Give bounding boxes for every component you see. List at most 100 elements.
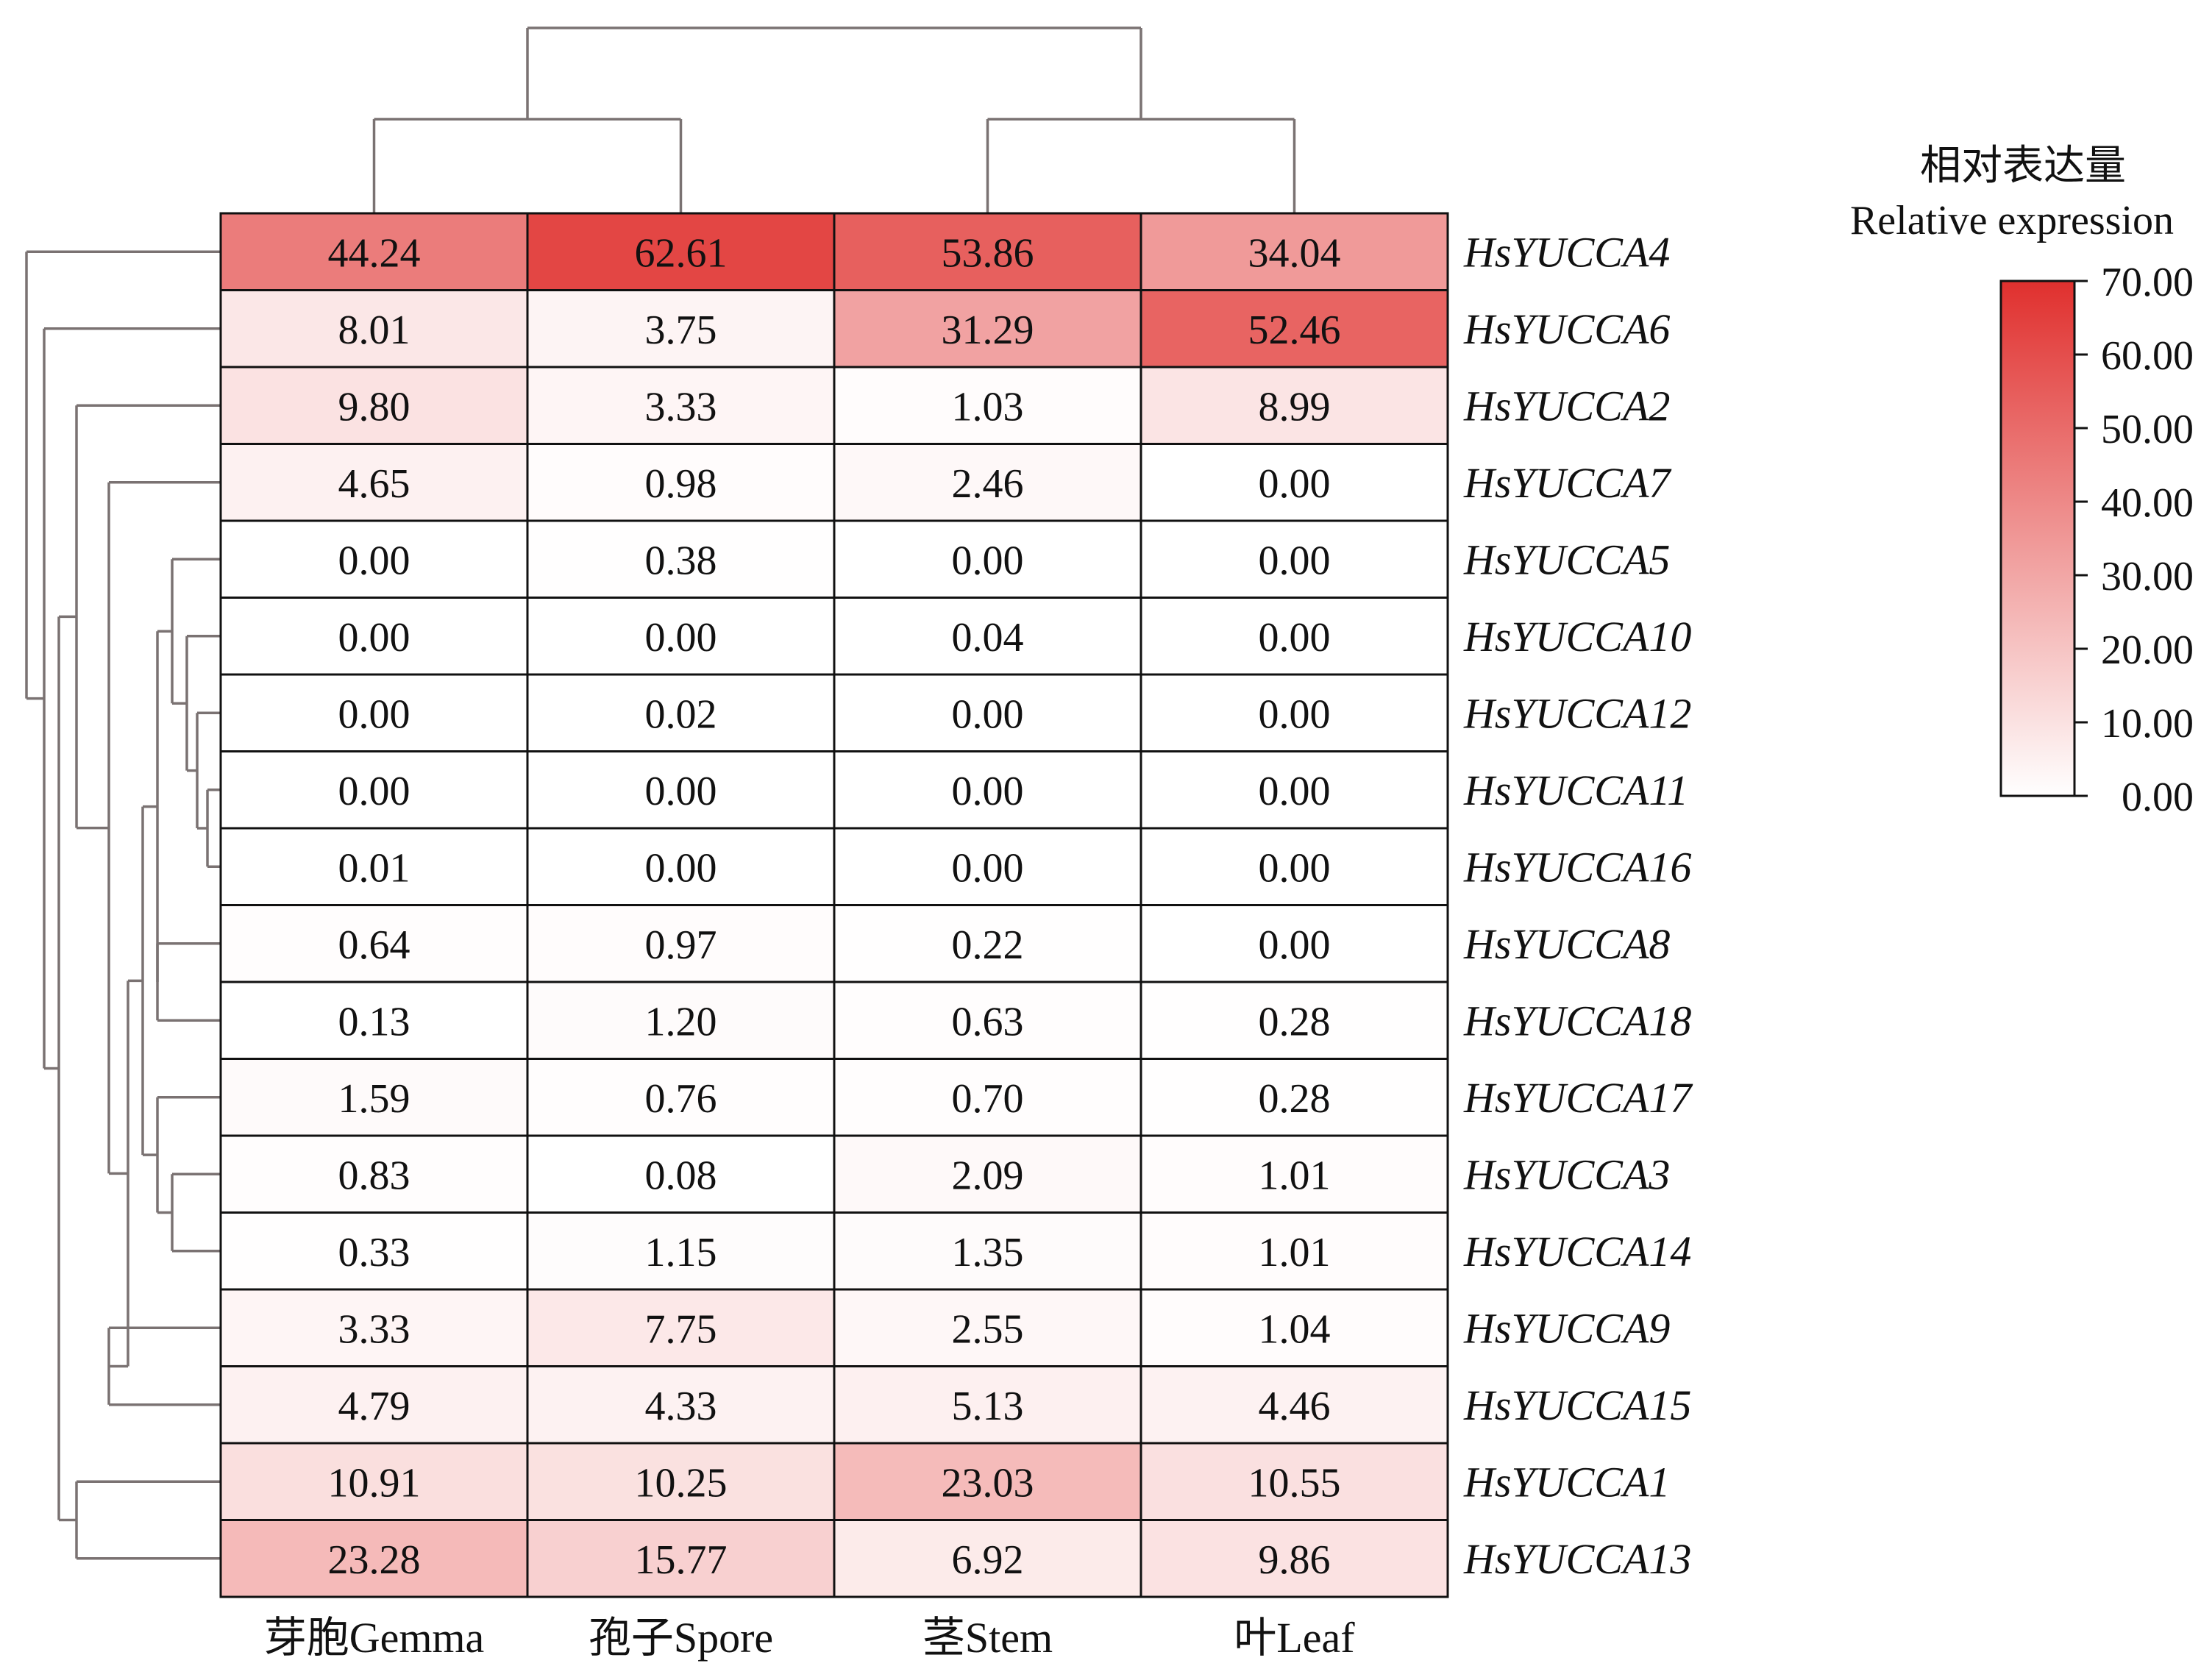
cell-value-label: 0.00 <box>338 691 410 737</box>
heatmap-cell <box>219 827 529 906</box>
cell-value-label: 0.33 <box>338 1230 410 1275</box>
legend-tick-label: 20.00 <box>2101 627 2194 673</box>
heatmap-cell <box>526 597 836 676</box>
row-label: HsYUCCA18 <box>1463 997 1691 1044</box>
row-label: HsYUCCA12 <box>1463 689 1691 737</box>
heatmap-cell <box>219 1211 529 1291</box>
cell-value-label: 0.00 <box>338 538 410 583</box>
cell-value-label: 1.35 <box>952 1230 1024 1275</box>
cell-value-label: 23.03 <box>942 1460 1034 1506</box>
row-label: HsYUCCA16 <box>1463 843 1691 891</box>
heatmap-cell <box>219 212 529 291</box>
heatmap-cell <box>1139 519 1449 599</box>
row-label: HsYUCCA2 <box>1463 382 1670 430</box>
cell-value-label: 0.00 <box>1259 538 1331 583</box>
cell-value-label: 0.63 <box>952 999 1024 1044</box>
cell-value-label: 0.04 <box>952 615 1024 661</box>
cell-value-label: 1.04 <box>1259 1306 1331 1352</box>
legend-tick-label: 0.00 <box>2122 775 2194 820</box>
legend-tick-label: 50.00 <box>2101 407 2194 452</box>
color-legend: 70.00 60.00 50.00 40.00 30.00 20.00 10.00 0.00 <box>1999 260 2194 820</box>
cell-value-label: 10.25 <box>635 1460 728 1506</box>
legend-tick-label: 70.00 <box>2101 260 2194 305</box>
cell-value-label: 62.61 <box>635 230 728 276</box>
row-label: HsYUCCA3 <box>1463 1150 1670 1198</box>
legend-color-bar <box>1999 280 2076 797</box>
cell-value-label: 0.00 <box>1259 845 1331 891</box>
cell-value-label: 6.92 <box>952 1537 1024 1583</box>
heatmap-cell <box>219 597 529 676</box>
heatmap-cell <box>526 1442 836 1521</box>
cell-value-label: 0.97 <box>645 922 717 968</box>
cell-value-label: 2.09 <box>952 1153 1024 1198</box>
heatmap-cell <box>219 1134 529 1214</box>
heatmap-cell <box>833 673 1142 752</box>
heatmap-cell <box>1139 1365 1449 1445</box>
heatmap-cell <box>833 212 1142 291</box>
row-label: HsYUCCA11 <box>1463 766 1688 814</box>
cell-value-label: 8.01 <box>338 307 410 353</box>
heatmap-cell <box>1139 1442 1449 1521</box>
cell-value-label: 1.03 <box>952 384 1024 430</box>
column-label: 孢子Spore <box>589 1614 773 1662</box>
row-label: HsYUCCA7 <box>1463 459 1671 507</box>
heatmap-cell <box>833 366 1142 445</box>
heatmap-cells: 44.24 62.61 53.86 34.04 8.01 3.75 31.29 52.46 9.… <box>219 212 1449 1598</box>
cell-value-label: 3.33 <box>645 384 717 430</box>
cell-value-label: 0.01 <box>338 845 410 891</box>
legend-tick-label: 30.00 <box>2101 554 2194 599</box>
row-label: HsYUCCA17 <box>1463 1074 1693 1122</box>
cell-value-label: 0.02 <box>645 691 717 737</box>
heatmap-cell <box>1139 1134 1449 1214</box>
cell-value-label: 44.24 <box>328 230 421 276</box>
heatmap-cell <box>526 1519 836 1598</box>
legend-tick-label: 60.00 <box>2101 333 2194 379</box>
heatmap-cell <box>833 1519 1142 1598</box>
heatmap-cell <box>833 827 1142 906</box>
cell-value-label: 0.08 <box>645 1153 717 1198</box>
cell-value-label: 0.00 <box>1259 691 1331 737</box>
cell-value-label: 0.28 <box>1259 1076 1331 1122</box>
row-dendrogram <box>25 250 221 1560</box>
heatmap-cell <box>1139 1058 1449 1137</box>
cell-value-label: 0.00 <box>1259 769 1331 814</box>
row-label: HsYUCCA5 <box>1463 535 1670 583</box>
cell-value-label: 3.75 <box>645 307 717 353</box>
cell-value-label: 31.29 <box>942 307 1034 353</box>
cell-value-label: 10.55 <box>1248 1460 1341 1506</box>
cell-value-label: 0.00 <box>645 769 717 814</box>
cell-value-label: 0.00 <box>1259 461 1331 507</box>
heatmap-cell <box>833 1442 1142 1521</box>
heatmap-cell <box>526 1288 836 1367</box>
heatmap-cell <box>833 289 1142 369</box>
heatmap-cell <box>1139 980 1449 1060</box>
cell-value-label: 0.64 <box>338 922 410 968</box>
cell-value-label: 0.70 <box>952 1076 1024 1122</box>
heatmap-cell <box>219 1519 529 1598</box>
cell-value-label: 0.28 <box>1259 999 1331 1044</box>
heatmap-cell <box>219 904 529 983</box>
cell-value-label: 0.38 <box>645 538 717 583</box>
cell-value-label: 7.75 <box>645 1306 717 1352</box>
heatmap-cell <box>526 519 836 599</box>
cell-value-label: 0.00 <box>645 615 717 661</box>
heatmap-cell <box>526 1134 836 1214</box>
cell-value-label: 0.00 <box>952 769 1024 814</box>
heatmap-cell <box>219 980 529 1060</box>
legend-title-cn: 相对表达量 <box>1920 142 2126 190</box>
cell-value-label: 0.00 <box>952 845 1024 891</box>
cell-value-label: 52.46 <box>1248 307 1341 353</box>
row-label: HsYUCCA13 <box>1463 1535 1691 1583</box>
cell-value-label: 1.01 <box>1259 1230 1331 1275</box>
cell-value-label: 0.00 <box>952 538 1024 583</box>
cell-value-label: 34.04 <box>1248 230 1341 276</box>
column-dendrogram <box>372 26 1296 213</box>
cell-value-label: 5.13 <box>952 1384 1024 1429</box>
heatmap-cell <box>1139 1519 1449 1598</box>
cell-value-label: 0.00 <box>1259 615 1331 661</box>
row-label: HsYUCCA10 <box>1463 613 1691 661</box>
cell-value-label: 2.55 <box>952 1306 1024 1352</box>
heatmap-cell <box>526 1211 836 1291</box>
heatmap-cell <box>1139 443 1449 522</box>
heatmap-cell <box>219 289 529 369</box>
